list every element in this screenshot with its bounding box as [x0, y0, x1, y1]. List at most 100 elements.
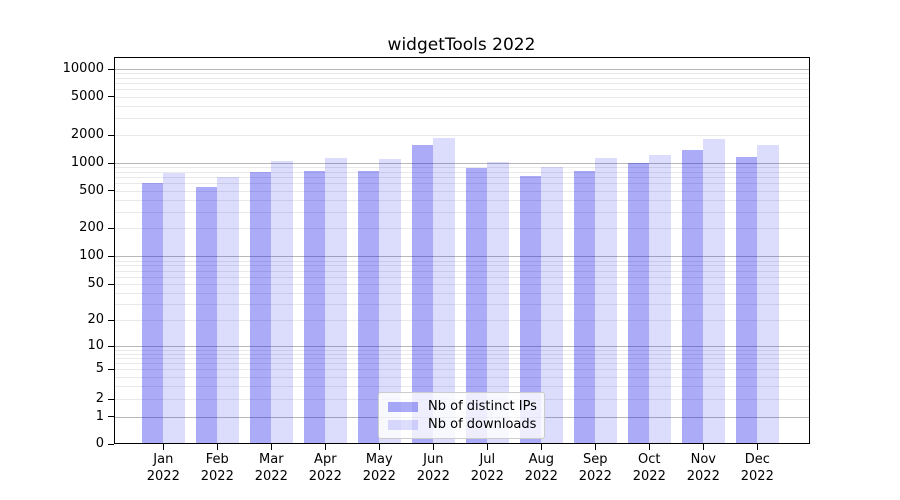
y-tick-label: 20	[87, 312, 104, 328]
x-tick	[540, 444, 542, 451]
y-tick-label: 5	[95, 361, 104, 377]
bar-distinct-ips-aug	[519, 175, 542, 445]
y-tick	[107, 416, 114, 418]
x-tick-label-month: Nov	[690, 452, 716, 467]
x-tick	[162, 444, 164, 451]
x-tick-label-year: 2022	[686, 468, 720, 484]
bar-distinct-ips-may	[357, 170, 380, 445]
legend-item-downloads: Nb of downloads	[388, 417, 537, 432]
y-tick	[107, 190, 114, 192]
gridline-minor	[113, 293, 810, 295]
gridline-minor	[113, 183, 810, 185]
y-tick	[107, 368, 114, 370]
y-tick-label: 100	[79, 248, 104, 264]
x-tick-label-month: Aug	[528, 452, 554, 467]
gridline-major	[113, 163, 810, 165]
y-tick-label: 5000	[70, 88, 104, 104]
gridline-minor	[113, 135, 810, 136]
gridline-minor	[113, 89, 810, 91]
gridline-minor	[113, 376, 810, 378]
y-tick-label: 0	[95, 436, 104, 452]
gridline-minor	[113, 118, 810, 120]
x-tick	[648, 444, 650, 451]
bar-downloads-dec	[757, 144, 779, 445]
y-tick	[107, 134, 114, 136]
bar-downloads-may	[379, 159, 401, 445]
bar-downloads-jul	[487, 162, 509, 445]
gridline-minor	[113, 177, 810, 179]
x-tick	[378, 444, 380, 451]
x-tick-label-month: Sep	[583, 452, 608, 467]
x-tick-label-month: May	[365, 452, 393, 467]
bar-downloads-nov	[703, 139, 725, 445]
y-tick	[107, 319, 114, 321]
x-tick-label-mar: Mar 2022	[244, 452, 298, 485]
y-tick	[107, 96, 114, 98]
gridline-minor	[113, 320, 810, 322]
x-tick	[756, 444, 758, 451]
x-tick-label-year: 2022	[308, 468, 342, 484]
x-tick-label-month: Jun	[423, 452, 444, 467]
plot-frame	[113, 57, 810, 445]
y-tick-label: 50	[87, 276, 104, 292]
y-tick-label: 500	[79, 182, 104, 198]
gridline-minor	[113, 270, 810, 272]
x-tick-label-year: 2022	[254, 468, 288, 484]
bar-downloads-jan	[163, 172, 185, 445]
y-tick-label: 1000	[70, 155, 104, 171]
y-tick-label: 10000	[62, 61, 104, 77]
x-tick-label-year: 2022	[146, 468, 180, 484]
x-tick-label-month: Feb	[205, 452, 229, 467]
x-tick-label-month: Jul	[479, 452, 496, 467]
legend-label-distinct-ips: Nb of distinct IPs	[428, 399, 537, 414]
bar-distinct-ips-oct	[627, 163, 650, 445]
y-tick	[107, 162, 114, 164]
gridline-minor	[113, 96, 810, 98]
x-tick	[702, 444, 704, 451]
chart-title: widgetTools 2022	[387, 35, 536, 55]
x-tick-label-sep: Sep 2022	[568, 452, 622, 485]
x-tick-label-aug: Aug 2022	[514, 452, 568, 485]
gridline-minor	[113, 260, 810, 262]
x-tick-label-year: 2022	[362, 468, 396, 484]
bar-downloads-mar	[271, 160, 293, 445]
legend-label-downloads: Nb of downloads	[428, 417, 537, 432]
y-tick-label: 200	[79, 220, 104, 236]
x-tick-label-feb: Feb 2022	[190, 452, 244, 485]
legend-swatch-downloads	[388, 419, 418, 430]
gridline-minor	[113, 304, 810, 306]
legend-swatch-distinct-ips	[388, 401, 418, 412]
y-tick-label: 1	[95, 408, 104, 424]
gridline-minor	[113, 349, 810, 351]
gridline-minor	[113, 190, 810, 192]
x-tick	[486, 444, 488, 451]
gridline-minor	[113, 211, 810, 213]
x-tick-label-oct: Oct 2022	[622, 452, 676, 485]
x-tick-label-year: 2022	[470, 468, 504, 484]
x-tick	[432, 444, 434, 451]
bar-downloads-sep	[595, 157, 617, 445]
bar-distinct-ips-sep	[573, 170, 596, 445]
y-tick	[107, 68, 114, 70]
x-tick-label-year: 2022	[740, 468, 774, 484]
gridline-minor	[113, 386, 810, 388]
x-tick-label-year: 2022	[524, 468, 558, 484]
bar-downloads-jun	[433, 138, 455, 445]
y-tick	[107, 345, 114, 347]
x-tick-label-jan: Jan 2022	[136, 452, 190, 485]
gridline-minor	[113, 276, 810, 278]
gridline-minor	[113, 353, 810, 355]
x-tick-label-month: Mar	[259, 452, 284, 467]
x-tick	[216, 444, 218, 451]
gridline-minor	[113, 369, 810, 371]
y-tick-label: 2	[95, 391, 104, 407]
x-tick-label-dec: Dec 2022	[730, 452, 784, 485]
bar-distinct-ips-jun	[411, 144, 434, 445]
y-tick	[107, 283, 114, 285]
x-tick-label-nov: Nov 2022	[676, 452, 730, 485]
legend-item-distinct-ips: Nb of distinct IPs	[388, 399, 537, 414]
gridline-minor	[113, 265, 810, 267]
gridline-minor	[113, 172, 810, 174]
gridline-major	[113, 256, 810, 258]
bar-distinct-ips-mar	[249, 172, 272, 445]
